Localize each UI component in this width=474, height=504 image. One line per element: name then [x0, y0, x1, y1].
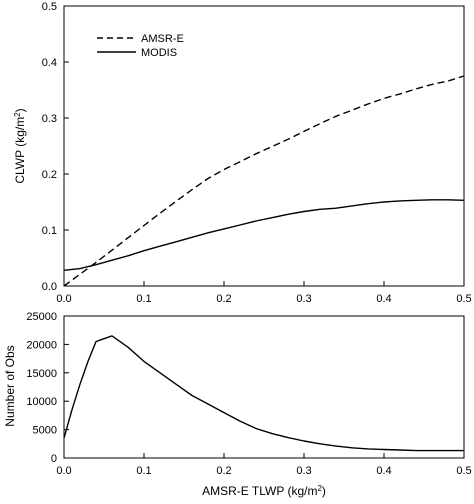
clwp-y-tick-label: 0.3: [42, 113, 57, 125]
series-line-obs-count: [63, 335, 464, 452]
legend-label-modis: MODIS: [141, 47, 177, 59]
clwp-panel: CLWP (kg/m2) AMSR-E MODIS 0.0 0.1 0.2 0.3 0.…: [13, 1, 472, 305]
legend-label-amsr-e: AMSR-E: [141, 33, 184, 45]
obs-y-tick-label: 20000: [26, 339, 57, 351]
obs-y-tick-label: 25000: [26, 311, 57, 323]
clwp-x-tick-label: 0.5: [456, 293, 471, 305]
series-line-amsr-e: [63, 75, 465, 287]
obs-x-tick-label: 0.3: [296, 465, 311, 477]
obs-y-tick-label: 0: [51, 453, 57, 465]
obs-y-tick-label: 10000: [26, 396, 57, 408]
clwp-x-tick-label: 0.0: [56, 293, 71, 305]
clwp-x-tick-label: 0.1: [136, 293, 151, 305]
clwp-y-tick-label: 0.1: [42, 225, 57, 237]
clwp-x-tick-label: 0.3: [296, 293, 311, 305]
obs-x-tick-label: 0.5: [456, 465, 471, 477]
clwp-y-tick-label: 0.4: [42, 57, 57, 69]
clwp-plot-frame: [63, 5, 465, 287]
clwp-x-tick-label: 0.2: [216, 293, 231, 305]
series-line-modis: [63, 199, 465, 271]
obs-plot-frame: [63, 315, 465, 459]
obs-x-tick-label: 0.1: [136, 465, 151, 477]
obs-x-tick-label: 0.2: [216, 465, 231, 477]
obs-count-panel: Number of Obs AMSR-E TLWP (kg/m2) 0.0 0.1…: [3, 311, 472, 498]
obs-y-tick-label: 15000: [26, 368, 57, 380]
clwp-y-tick-label: 0.0: [42, 281, 57, 293]
tlwp-x-axis-label: AMSR-E TLWP (kg/m2): [202, 484, 326, 498]
clwp-y-tick-label: 0.5: [42, 1, 57, 13]
obs-y-axis-label: Number of Obs: [3, 345, 17, 426]
obs-y-tick-label: 5000: [33, 425, 57, 437]
obs-x-tick-label: 0.4: [376, 465, 391, 477]
obs-x-tick-label: 0.0: [56, 465, 71, 477]
clwp-y-tick-label: 0.2: [42, 169, 57, 181]
clwp-x-tick-label: 0.4: [376, 293, 391, 305]
chart-legend: AMSR-E MODIS: [97, 33, 184, 59]
clwp-y-axis-label: CLWP (kg/m2): [13, 108, 27, 183]
